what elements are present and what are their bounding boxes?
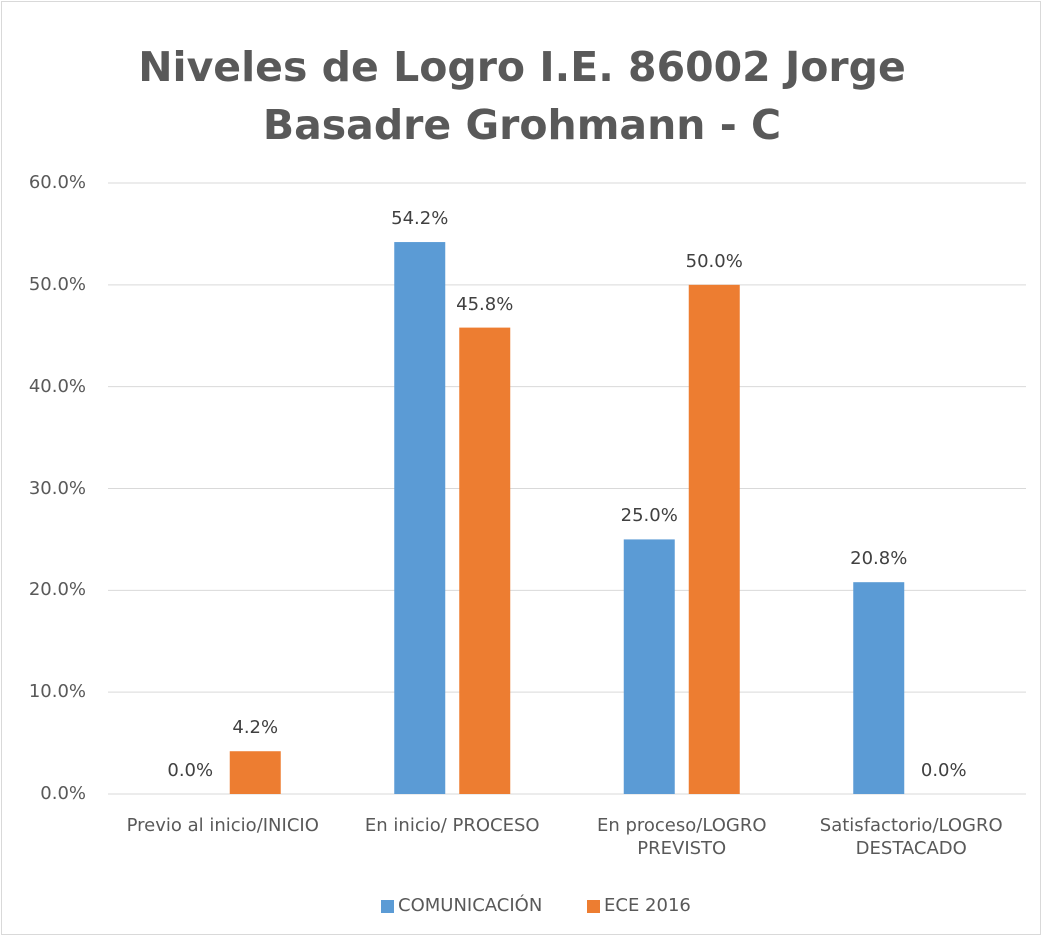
y-tick-label: 60.0% [28,172,86,193]
data-label: 20.8% [850,548,908,570]
legend-label: COMUNICACIÓN [398,895,543,916]
y-tick-label: 10.0% [28,681,86,703]
chart-title: Niveles de Logro I.E. 86002 Jorge Basadr… [138,43,906,149]
x-tick-label: En proceso/LOGRO PREVISTO [596,815,767,859]
bar [623,539,675,794]
data-label: 45.8% [456,293,514,315]
x-tick-label: Previo al inicio/INICIO [126,815,319,836]
y-tick-label: 20.0% [28,579,86,601]
bar [459,327,511,794]
bar [229,751,281,794]
y-tick-label: 30.0% [28,477,86,499]
legend-label: ECE 2016 [604,895,691,916]
data-label: 4.2% [232,717,279,739]
y-tick-label: 40.0% [28,375,86,397]
data-label: 50.0% [685,250,743,272]
x-tick-label: Satisfactorio/LOGRO DESTACADO [819,815,1003,859]
bar [853,582,905,794]
bar [688,284,740,794]
legend-swatch [381,900,394,913]
data-label: 0.0% [920,760,967,781]
y-tick-label: 0.0% [40,783,86,804]
data-label: 54.2% [391,208,449,230]
data-label: 0.0% [167,760,214,781]
y-tick-label: 50.0% [28,273,86,295]
x-tick-label: En inicio/ PROCESO [364,815,540,836]
bar [394,242,446,794]
legend-swatch [587,900,600,913]
data-label: 25.0% [620,505,678,527]
